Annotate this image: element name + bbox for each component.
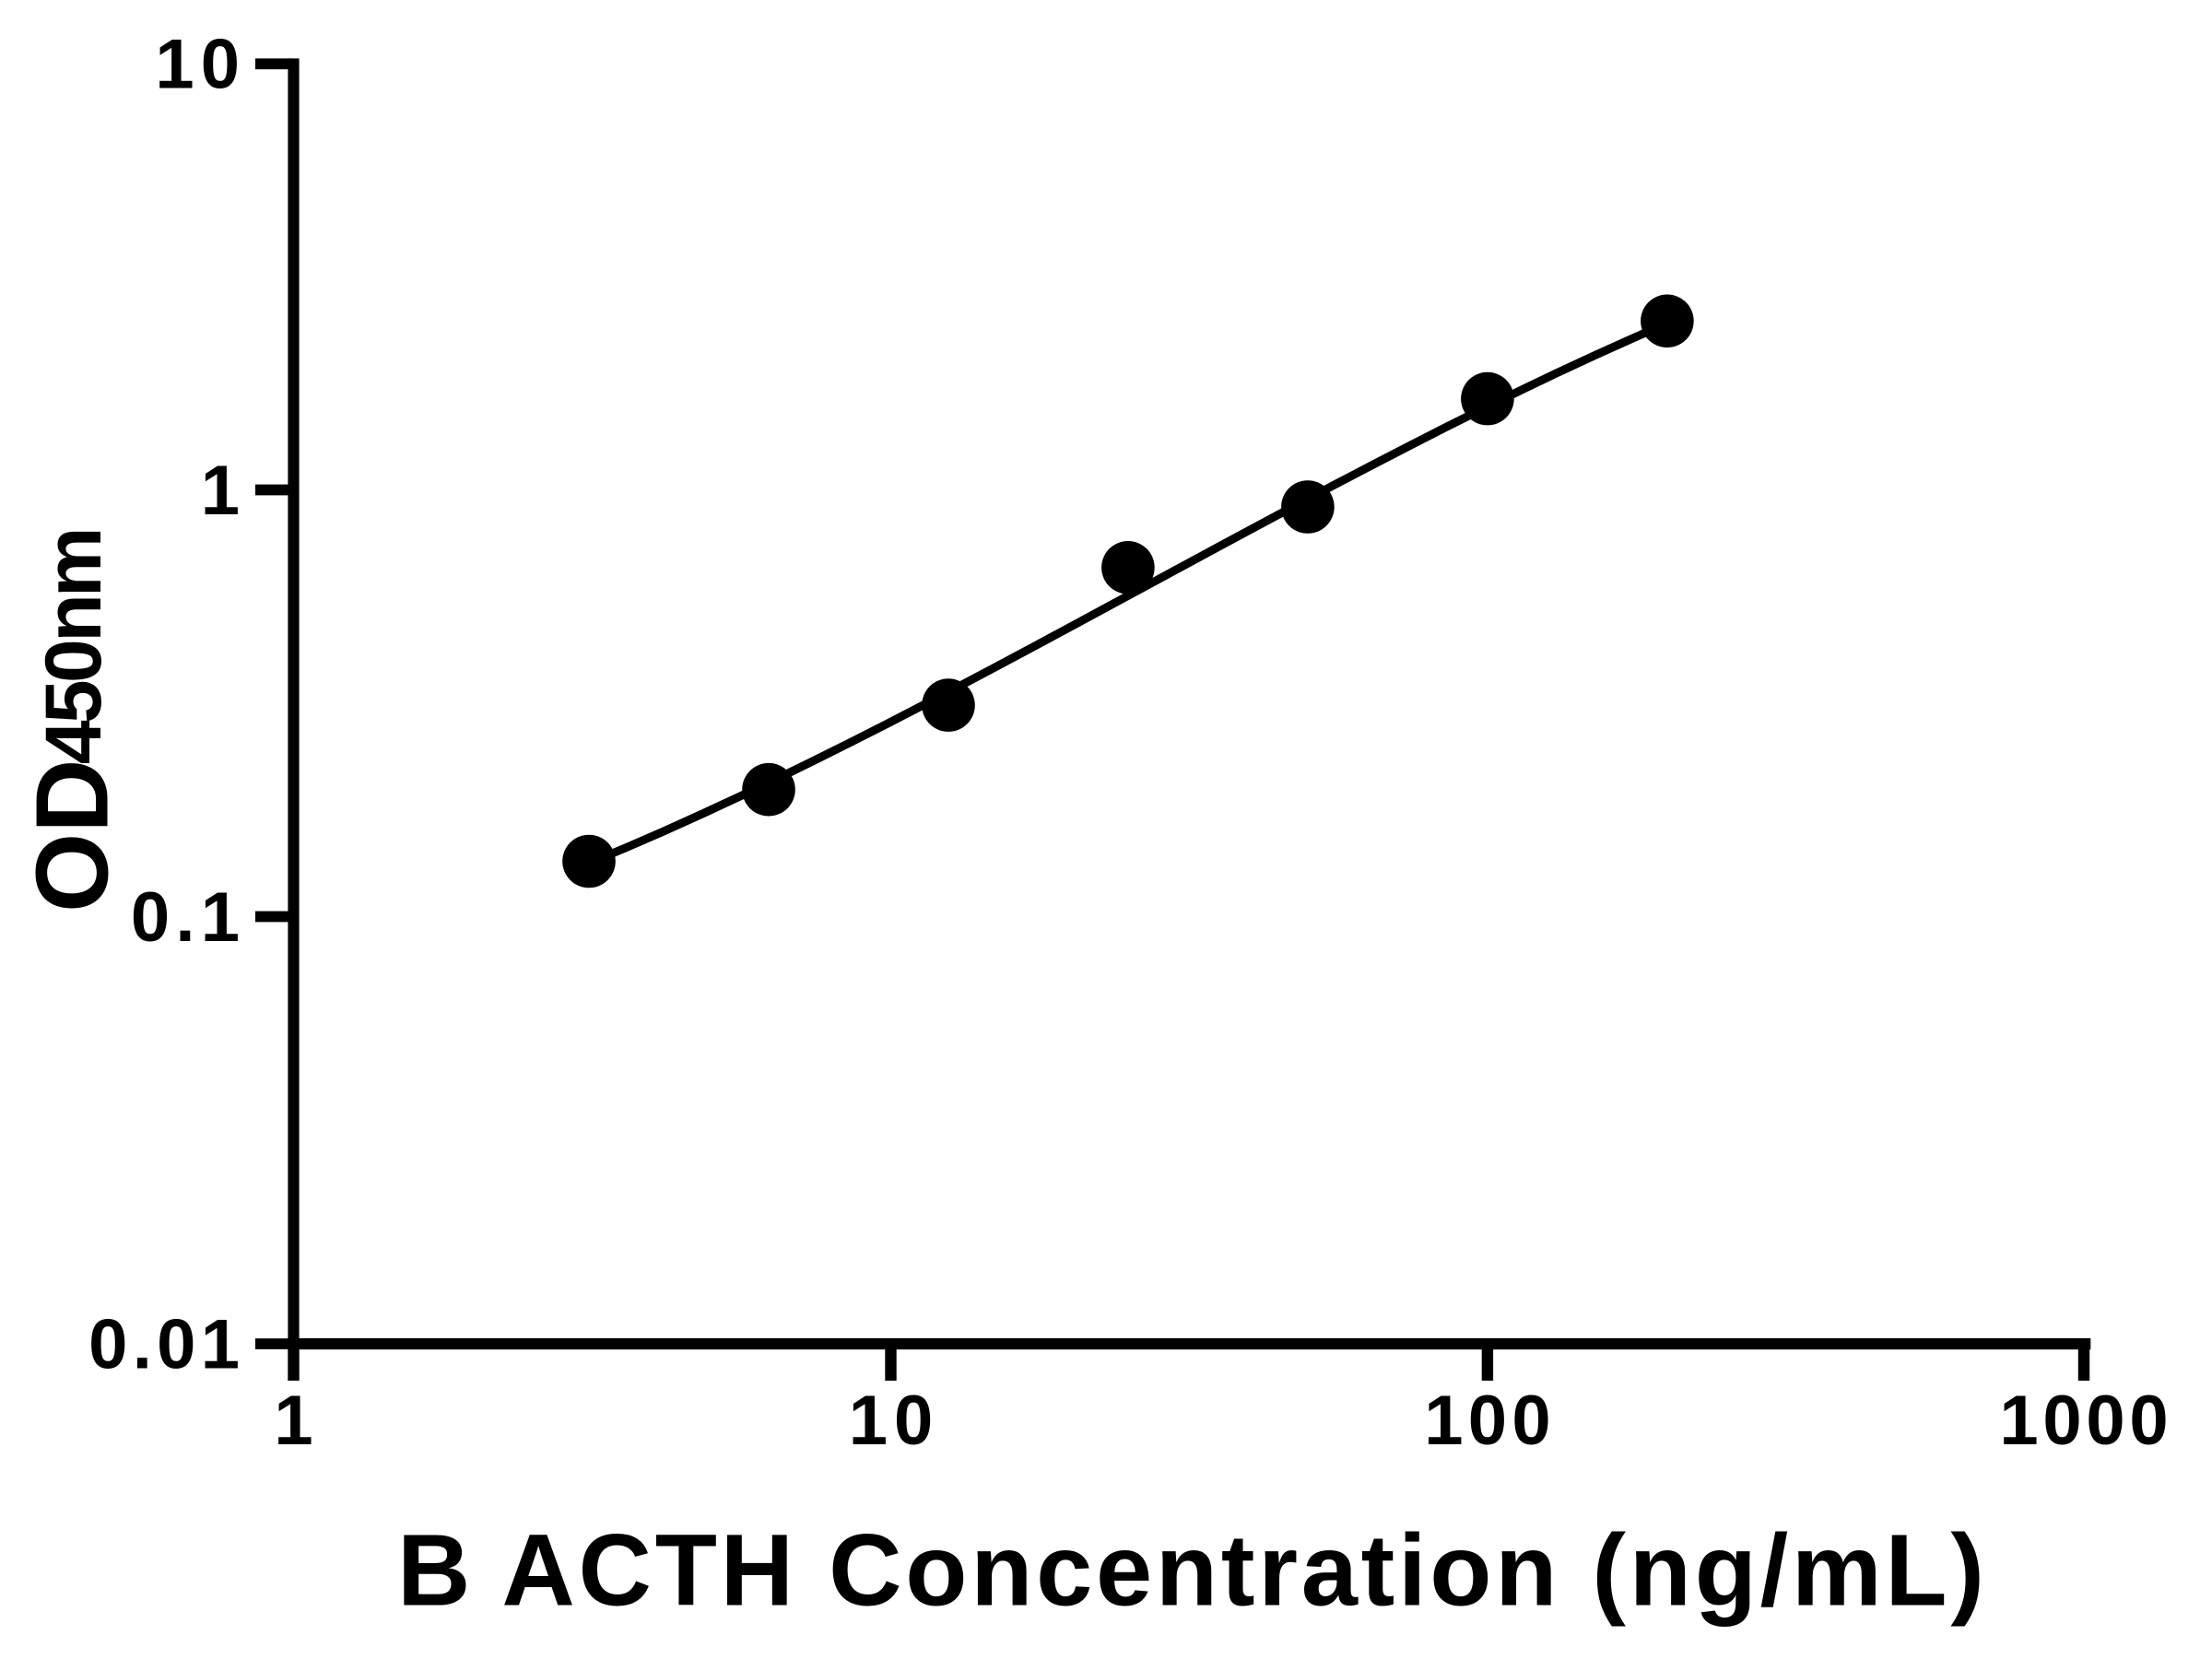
svg-text:1: 1: [201, 452, 240, 530]
svg-text:100: 100: [1424, 1382, 1550, 1460]
svg-text:1: 1: [274, 1382, 312, 1460]
svg-text:450nm: 450nm: [29, 527, 118, 765]
svg-text:0.1: 0.1: [131, 878, 240, 957]
svg-text:0.01: 0.01: [88, 1305, 240, 1383]
svg-text:B ACTH Concentration (ng/mL): B ACTH Concentration (ng/mL): [397, 1513, 1984, 1627]
svg-text:OD: OD: [16, 759, 130, 913]
